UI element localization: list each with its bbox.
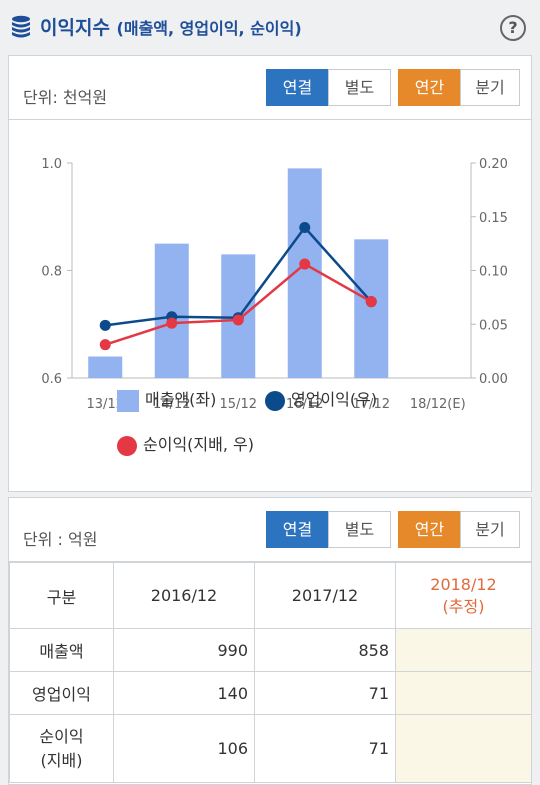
point-operating-profit <box>99 319 111 331</box>
table-row: 순이익 (지배) 106 71 <box>9 714 532 783</box>
legend-operating-profit-label: 영업이익(우) <box>291 390 378 409</box>
section-title-main: 이익지수 <box>40 17 110 39</box>
row-label: 매출액 <box>9 628 114 672</box>
point-net-income <box>166 317 178 329</box>
bar-sales <box>154 243 189 378</box>
column-header: 구분 <box>9 562 114 629</box>
y-left-tick-label: 0.8 <box>41 265 62 280</box>
legend-sales: 매출액(좌) <box>117 386 216 412</box>
point-net-income <box>232 314 244 326</box>
table-cell: 140 <box>113 671 255 715</box>
help-icon[interactable]: ? <box>500 15 526 41</box>
chart-panel: 단위: 천억원 연결 별도 연간 분기 0.6 0.8 1.0 0.00 0.05 0.1… <box>8 55 532 492</box>
consolidated-button[interactable]: 연결 <box>266 69 329 106</box>
section-subtitle: (매출액, 영업이익, 순이익) <box>116 19 302 38</box>
y-right-tick-label: 0.00 <box>479 372 508 387</box>
section-title: 이익지수 (매출액, 영업이익, 순이익) <box>40 13 302 40</box>
y-left-tick-label: 0.6 <box>41 372 62 387</box>
x-tick-label: 15/12 <box>220 397 257 412</box>
quarterly-button[interactable]: 분기 <box>460 69 520 106</box>
point-net-income <box>299 258 311 270</box>
legend-circle-swatch <box>265 390 285 411</box>
quarterly-button[interactable]: 분기 <box>460 511 520 548</box>
table-cell-estimate <box>395 671 532 715</box>
legend-net-income: 순이익(지배, 우) <box>117 431 254 456</box>
chart-unit-label: 단위: 천억원 <box>23 88 108 107</box>
chart-area: 0.6 0.8 1.0 0.00 0.05 0.10 0.15 0.20 13/12 14/12 1… <box>9 121 531 491</box>
index-chart: 0.6 0.8 1.0 0.00 0.05 0.10 0.15 0.20 13/12 14/12 1… <box>41 157 508 412</box>
chart-toolbar: 단위: 천억원 연결 별도 연간 분기 <box>9 56 531 120</box>
x-tick-label: 18/12(E) <box>410 397 466 412</box>
row-label: 순이익 (지배) <box>9 714 114 783</box>
table-cell: 858 <box>254 628 396 672</box>
x-tick-label: 16/12 <box>286 397 323 412</box>
annual-button[interactable]: 연간 <box>398 511 461 548</box>
point-net-income <box>365 296 377 308</box>
y-right-tick-label: 0.10 <box>479 265 508 280</box>
x-tick-label: 14/12 <box>153 397 190 412</box>
y-right-tick-label: 0.05 <box>479 318 508 333</box>
table-row: 매출액 990 858 <box>9 628 532 672</box>
y-left-tick-label: 1.0 <box>41 157 62 172</box>
column-header: 2016/12 <box>113 562 255 629</box>
x-tick-label: 17/12 <box>353 397 390 412</box>
consolidated-button[interactable]: 연결 <box>266 511 329 548</box>
column-header: 2017/12 <box>254 562 396 629</box>
legend-circle-swatch <box>117 435 137 456</box>
point-net-income <box>99 339 111 351</box>
y-right-tick-label: 0.20 <box>479 157 508 172</box>
y-right-tick-label: 0.15 <box>479 211 508 226</box>
table-toolbar: 단위 : 억원 연결 별도 연간 분기 <box>9 498 531 562</box>
table-cell: 71 <box>254 671 396 715</box>
table-panel: 단위 : 억원 연결 별도 연간 분기 구분 2016/12 2017/12 2… <box>8 497 532 785</box>
x-tick-label: 13/12 <box>87 397 124 412</box>
separate-button[interactable]: 별도 <box>328 69 391 106</box>
point-operating-profit <box>299 222 311 233</box>
separate-button[interactable]: 별도 <box>328 511 391 548</box>
table-header-row: 구분 2016/12 2017/12 2018/12 (추정) <box>9 562 532 629</box>
table-cell-estimate <box>395 714 532 783</box>
row-label: 영업이익 <box>9 671 114 715</box>
legend-sales-label: 매출액(좌) <box>145 390 217 409</box>
section-header: 이익지수 (매출액, 영업이익, 순이익) ? <box>0 0 540 52</box>
table-cell-estimate <box>395 628 532 672</box>
database-icon <box>12 15 30 38</box>
bar-sales <box>88 356 123 378</box>
table-row: 영업이익 140 71 <box>9 671 532 715</box>
table-cell: 106 <box>113 714 255 783</box>
table-cell: 990 <box>113 628 255 672</box>
annual-button[interactable]: 연간 <box>398 69 461 106</box>
financial-table: 구분 2016/12 2017/12 2018/12 (추정) 매출액 990 … <box>9 562 532 783</box>
table-cell: 71 <box>254 714 396 783</box>
legend-net-income-label: 순이익(지배, 우) <box>143 435 254 454</box>
column-header-estimate: 2018/12 (추정) <box>395 562 532 629</box>
bar-sales <box>354 239 389 378</box>
table-unit-label: 단위 : 억원 <box>23 530 98 549</box>
legend-bar-swatch <box>117 389 139 412</box>
legend-operating-profit: 영업이익(우) <box>265 386 377 411</box>
